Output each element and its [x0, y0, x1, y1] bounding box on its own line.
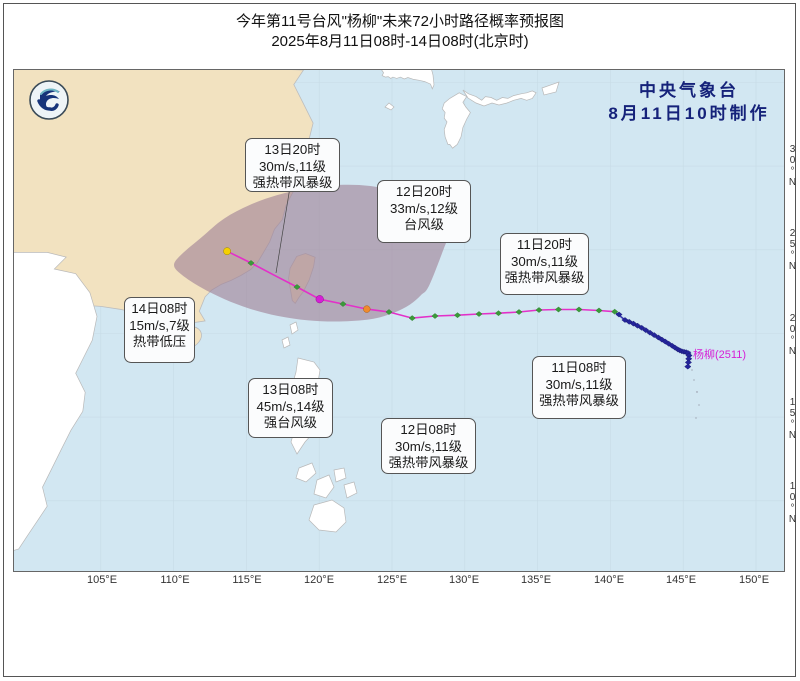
svg-text:杨柳(2511): 杨柳(2511): [693, 347, 746, 361]
